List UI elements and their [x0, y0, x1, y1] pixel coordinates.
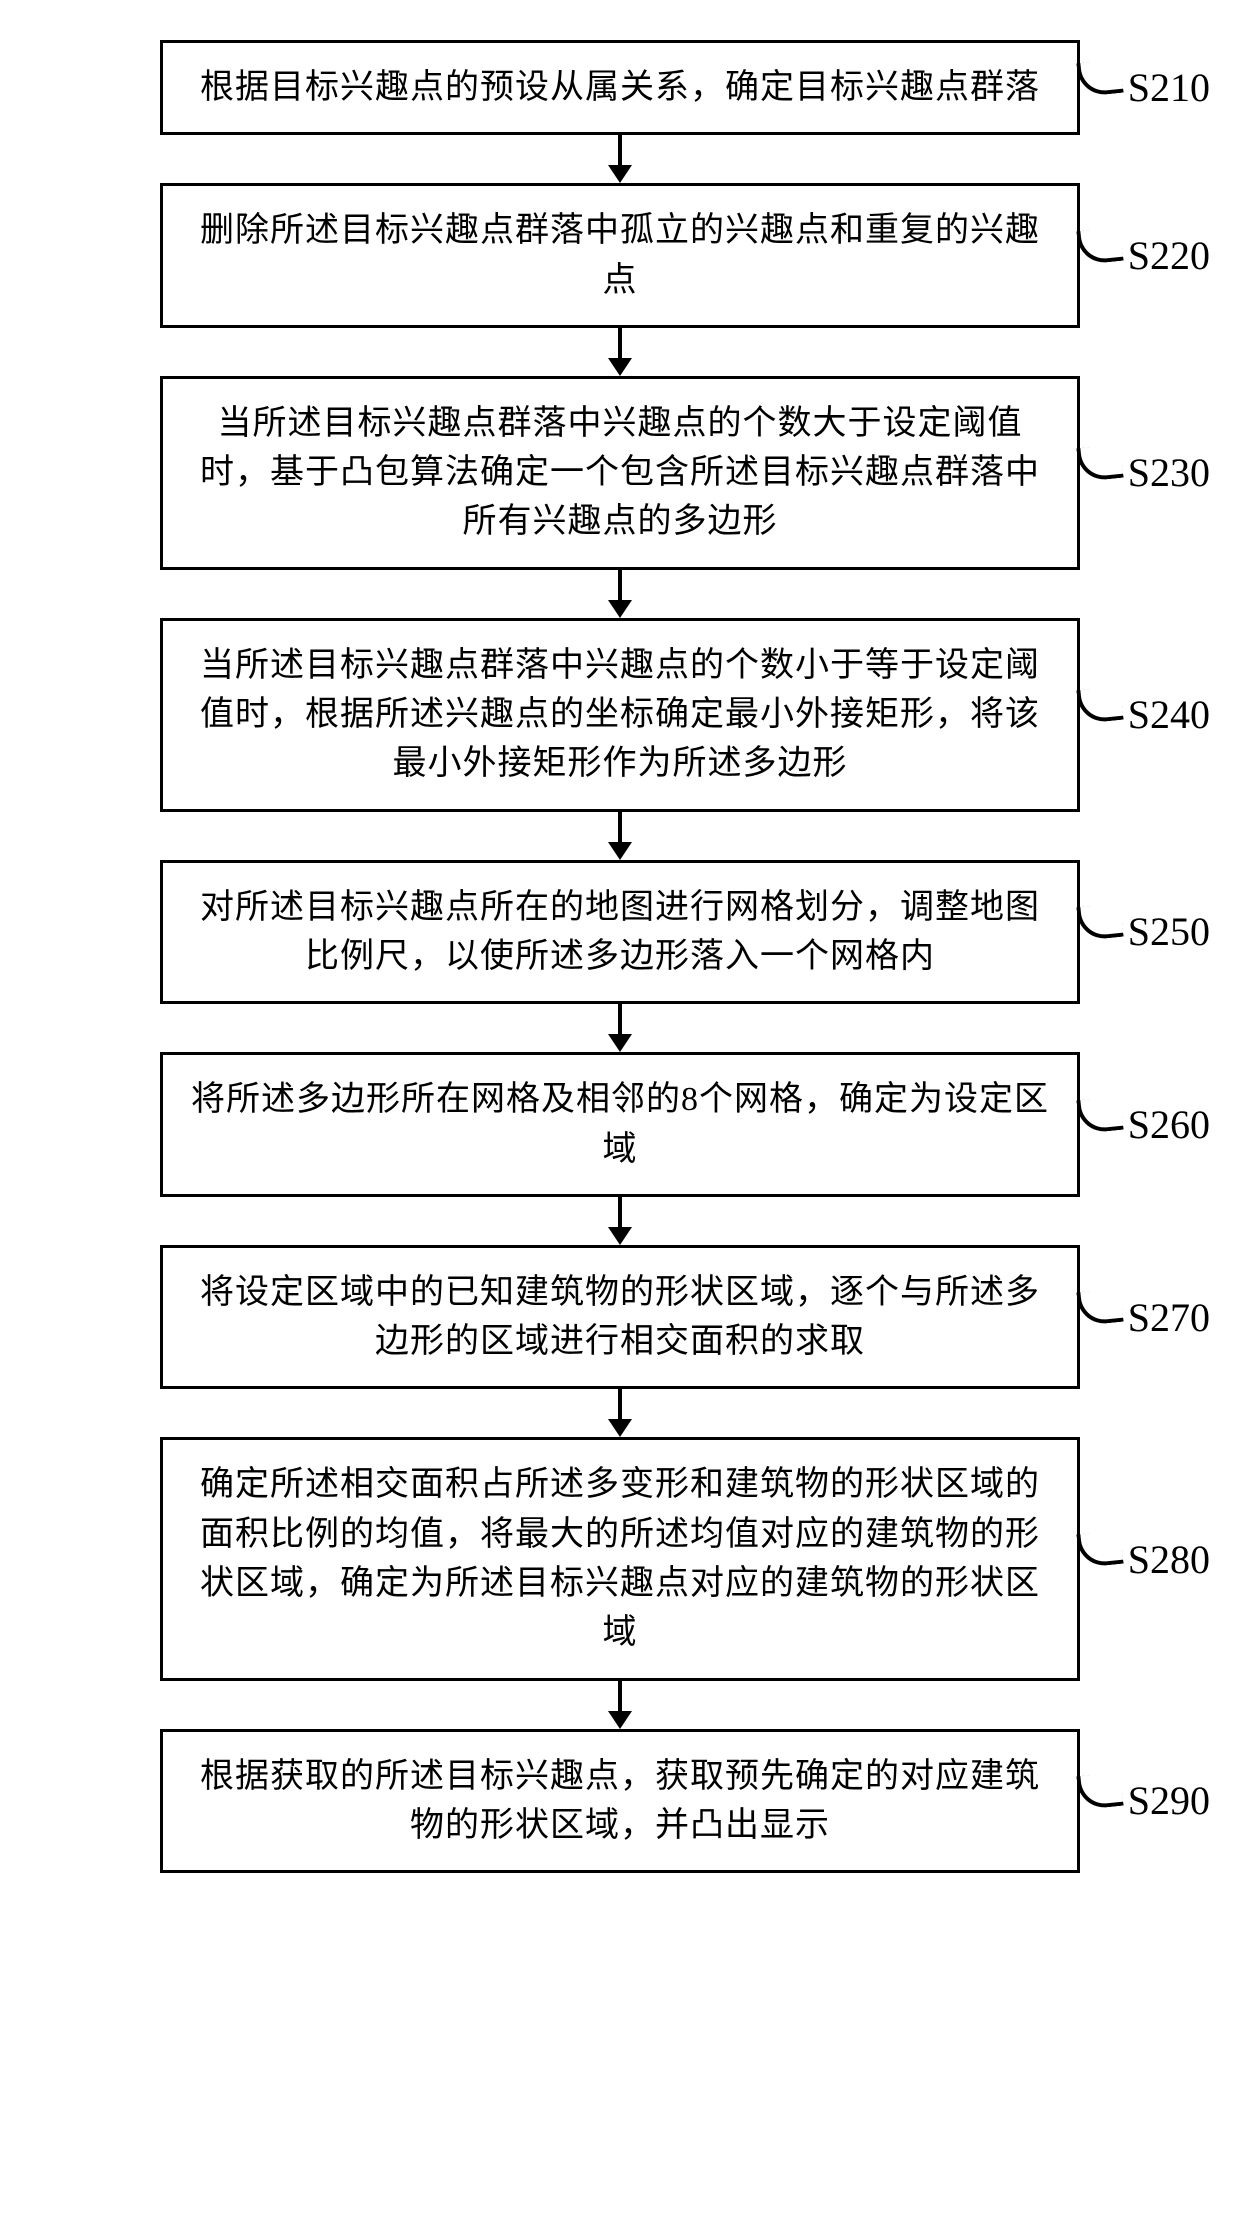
- flow-node: 当所述目标兴趣点群落中兴趣点的个数小于等于设定阈值时，根据所述兴趣点的坐标确定最…: [60, 618, 1180, 812]
- node-box-S280: 确定所述相交面积占所述多变形和建筑物的形状区域的面积比例的均值，将最大的所述均值…: [160, 1437, 1080, 1680]
- flow-node: 根据获取的所述目标兴趣点，获取预先确定的对应建筑物的形状区域，并凸出显示 S29…: [60, 1729, 1180, 1874]
- step-label: S220: [1078, 232, 1210, 279]
- step-label: S260: [1078, 1101, 1210, 1148]
- flow-node: 根据目标兴趣点的预设从属关系，确定目标兴趣点群落 S210: [60, 40, 1180, 135]
- node-box-S230: 当所述目标兴趣点群落中兴趣点的个数大于设定阈值时，基于凸包算法确定一个包含所述目…: [160, 376, 1080, 570]
- node-box-S220: 删除所述目标兴趣点群落中孤立的兴趣点和重复的兴趣点: [160, 183, 1080, 328]
- step-label: S210: [1078, 64, 1210, 111]
- arrow-down-icon: [160, 1197, 1080, 1245]
- arrow-down-icon: [160, 328, 1080, 376]
- arrow-down-icon: [160, 1681, 1080, 1729]
- flow-node: 对所述目标兴趣点所在的地图进行网格划分，调整地图比例尺，以使所述多边形落入一个网…: [60, 860, 1180, 1005]
- flow-node: 将设定区域中的已知建筑物的形状区域，逐个与所述多边形的区域进行相交面积的求取 S…: [60, 1245, 1180, 1390]
- arrow-down-icon: [160, 1004, 1080, 1052]
- arrow-down-icon: [160, 812, 1080, 860]
- step-label: S290: [1078, 1777, 1210, 1824]
- flow-node: 删除所述目标兴趣点群落中孤立的兴趣点和重复的兴趣点 S220: [60, 183, 1180, 328]
- node-box-S250: 对所述目标兴趣点所在的地图进行网格划分，调整地图比例尺，以使所述多边形落入一个网…: [160, 860, 1080, 1005]
- node-box-S210: 根据目标兴趣点的预设从属关系，确定目标兴趣点群落: [160, 40, 1080, 135]
- arrow-down-icon: [160, 570, 1080, 618]
- arrow-down-icon: [160, 135, 1080, 183]
- node-box-S270: 将设定区域中的已知建筑物的形状区域，逐个与所述多边形的区域进行相交面积的求取: [160, 1245, 1080, 1390]
- flowchart-container: 根据目标兴趣点的预设从属关系，确定目标兴趣点群落 S210 删除所述目标兴趣点群…: [60, 40, 1180, 1873]
- flow-node: 确定所述相交面积占所述多变形和建筑物的形状区域的面积比例的均值，将最大的所述均值…: [60, 1437, 1180, 1680]
- step-label: S280: [1078, 1536, 1210, 1583]
- step-label: S230: [1078, 449, 1210, 496]
- arrow-down-icon: [160, 1389, 1080, 1437]
- step-label: S270: [1078, 1294, 1210, 1341]
- step-label: S240: [1078, 691, 1210, 738]
- node-box-S290: 根据获取的所述目标兴趣点，获取预先确定的对应建筑物的形状区域，并凸出显示: [160, 1729, 1080, 1874]
- step-label: S250: [1078, 908, 1210, 955]
- node-box-S260: 将所述多边形所在网格及相邻的8个网格，确定为设定区域: [160, 1052, 1080, 1197]
- node-box-S240: 当所述目标兴趣点群落中兴趣点的个数小于等于设定阈值时，根据所述兴趣点的坐标确定最…: [160, 618, 1080, 812]
- flow-node: 将所述多边形所在网格及相邻的8个网格，确定为设定区域 S260: [60, 1052, 1180, 1197]
- flow-node: 当所述目标兴趣点群落中兴趣点的个数大于设定阈值时，基于凸包算法确定一个包含所述目…: [60, 376, 1180, 570]
